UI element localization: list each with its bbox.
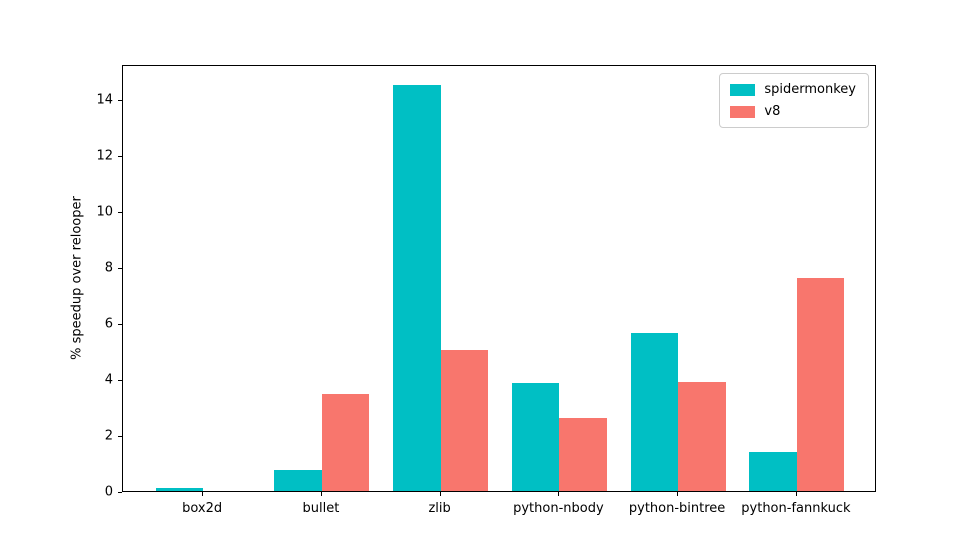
y-tick-mark — [118, 324, 122, 325]
y-tick-label: 6 — [104, 316, 113, 332]
x-tick-mark — [558, 492, 560, 496]
legend-label-spidermonkey: spidermonkey — [764, 82, 856, 97]
y-tick-label: 2 — [104, 428, 113, 444]
x-tick-label-python-bintree: python-bintree — [628, 501, 726, 516]
x-tick-label-python-nbody: python-nbody — [513, 501, 604, 516]
y-tick-mark — [118, 268, 122, 269]
y-tick-mark — [118, 380, 122, 381]
x-tick-label-box2d: box2d — [182, 501, 223, 516]
bar-spidermonkey-box2d — [155, 488, 204, 491]
legend-swatch-v8 — [730, 105, 756, 118]
y-axis-label: % speedup over relooper — [69, 196, 85, 360]
bar-spidermonkey-python-fannkuck — [749, 451, 797, 491]
legend-item-v8: v8 — [730, 104, 856, 119]
bar-v8-zlib — [440, 349, 489, 491]
y-tick-label: 12 — [96, 148, 113, 164]
x-tick-mark — [795, 492, 797, 496]
y-tick-label: 8 — [104, 260, 113, 276]
x-tick-mark — [439, 492, 441, 496]
bar-spidermonkey-zlib — [393, 85, 441, 491]
y-tick-label: 0 — [104, 484, 113, 500]
y-tick-label: 14 — [96, 92, 113, 108]
bar-v8-bullet — [321, 394, 370, 491]
legend-item-spidermonkey: spidermonkey — [730, 82, 856, 97]
y-tick-mark — [118, 492, 122, 493]
x-tick-label-bullet: bullet — [302, 501, 340, 516]
y-tick-label: 10 — [96, 204, 113, 220]
y-tick-mark — [118, 156, 122, 157]
y-tick-mark — [118, 436, 122, 437]
x-tick-mark — [320, 492, 322, 496]
legend-swatch-spidermonkey — [730, 83, 756, 96]
legend-label-v8: v8 — [764, 104, 781, 119]
x-tick-mark — [202, 492, 204, 496]
legend: spidermonkey v8 — [719, 73, 869, 128]
plot-area: spidermonkey v8 — [122, 65, 876, 492]
x-tick-label-zlib: zlib — [428, 501, 451, 516]
y-tick-mark — [118, 100, 122, 101]
bar-v8-python-nbody — [559, 418, 607, 491]
x-tick-mark — [677, 492, 679, 496]
bar-spidermonkey-python-bintree — [630, 332, 679, 491]
y-tick-label: 4 — [104, 372, 113, 388]
bar-spidermonkey-python-nbody — [511, 383, 560, 491]
bar-spidermonkey-bullet — [274, 470, 322, 491]
bar-v8-python-fannkuck — [796, 278, 845, 491]
x-tick-label-python-fannkuck: python-fannkuck — [741, 501, 851, 516]
y-tick-mark — [118, 212, 122, 213]
bar-v8-python-bintree — [678, 381, 726, 491]
